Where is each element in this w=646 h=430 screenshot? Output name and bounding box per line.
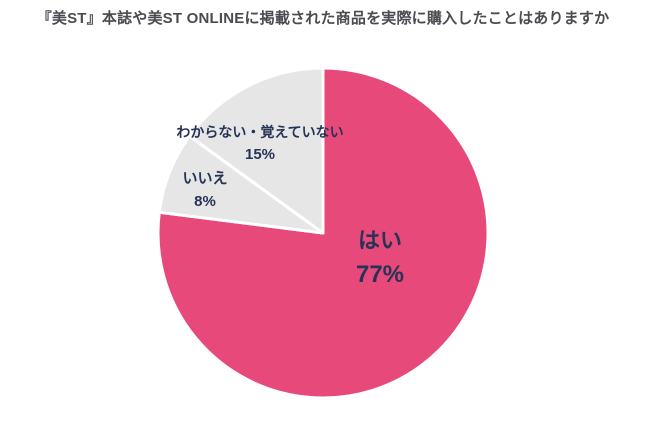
slice-label-iie: いいえ 8% [182, 170, 227, 211]
slice-label-iie-pct: 8% [194, 193, 216, 210]
slice-label-wakaranai-text: わからない・覚えていない [176, 124, 344, 140]
slice-label-hai-pct: 77% [355, 261, 405, 288]
slice-label-wakaranai-pct: 15% [244, 146, 276, 163]
pie-slice-0 [156, 66, 490, 400]
pie-slice-2 [188, 66, 325, 235]
slice-label-hai: はい 77% [356, 228, 404, 289]
chart-title: 『美ST』本誌や美ST ONLINEに掲載された商品を実際に購入したことはありま… [36, 10, 610, 27]
slice-label-hai-text: はい [357, 228, 403, 253]
slice-label-wakaranai: わからない・覚えていない 15% [176, 124, 343, 164]
slice-label-iie-text: いいえ [182, 170, 228, 187]
